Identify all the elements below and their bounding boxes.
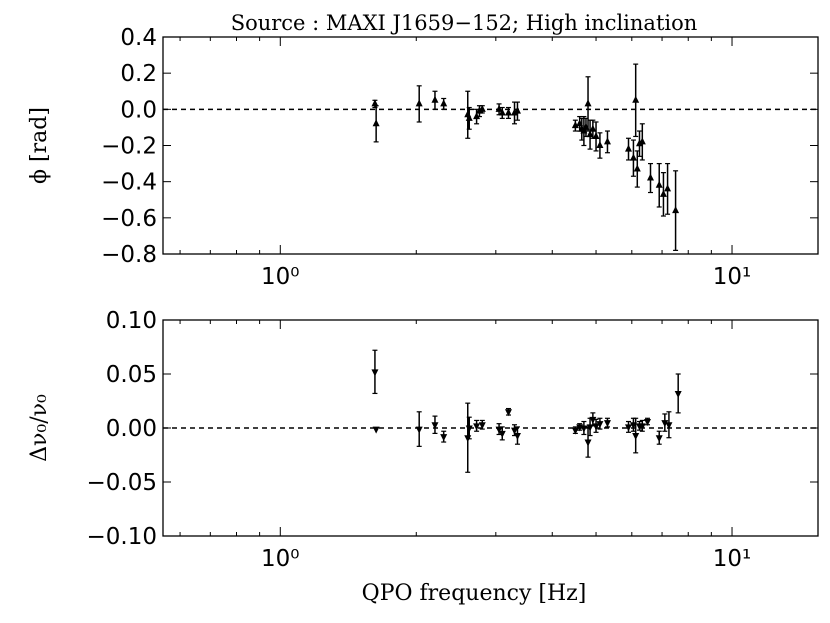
data-point (431, 422, 439, 430)
y-tick-label: −0.4 (101, 170, 157, 196)
data-point (511, 108, 519, 116)
data-point (596, 421, 604, 429)
x-axis-label: QPO frequency [Hz] (362, 581, 587, 606)
data-point (592, 131, 600, 139)
data-point (586, 130, 594, 138)
data-point (665, 422, 673, 430)
data-point (644, 419, 652, 427)
data-point (571, 427, 579, 435)
data-point (589, 124, 597, 132)
y-tick-label: −0.05 (87, 470, 157, 496)
data-point (629, 153, 637, 161)
data-point (513, 106, 521, 114)
data-point (465, 425, 473, 433)
data-point (664, 184, 672, 192)
y-tick-label: 0.4 (120, 25, 157, 51)
data-point (632, 95, 640, 103)
data-point (635, 139, 643, 147)
y-tick-label: −0.8 (101, 242, 157, 268)
y-tick-label: 0.2 (120, 61, 157, 87)
data-point (478, 104, 486, 112)
data-point (584, 439, 592, 447)
data-point (495, 104, 503, 112)
data-point (589, 416, 597, 424)
data-point (498, 430, 506, 438)
data-point (473, 112, 481, 120)
y-tick-label: −0.6 (101, 206, 157, 232)
data-point (596, 141, 604, 148)
data-point (603, 137, 611, 145)
data-point (371, 369, 379, 377)
y-tick-label: 0.05 (106, 362, 157, 388)
data-point (661, 420, 669, 428)
data-point (475, 106, 483, 114)
frequency-shift-panel: 0.10 0.05 0.00 −0.05 −0.10 10⁰ 10¹ Δν₀/ν₀ (27, 308, 819, 572)
data-point (504, 409, 512, 417)
data-point (592, 423, 600, 431)
data-point (371, 99, 379, 107)
data-point (465, 113, 473, 121)
data-point (513, 433, 521, 441)
y-tick-label: 0.0 (120, 97, 157, 123)
data-point (625, 144, 633, 152)
data-point (431, 95, 439, 103)
data-point (655, 180, 663, 188)
x-tick-label: 10⁰ (261, 546, 300, 572)
data-point (415, 426, 423, 434)
data-point (672, 206, 680, 214)
data-point (674, 390, 682, 398)
data-point (632, 433, 640, 441)
data-point (659, 189, 667, 197)
data-point (638, 137, 646, 145)
data-point (647, 173, 655, 181)
chart-title: Source : MAXI J1659−152; High inclinatio… (231, 11, 698, 35)
y-tick-label: 0.10 (106, 308, 157, 334)
data-point (638, 423, 646, 431)
x-tick-label: 10¹ (713, 264, 752, 290)
data-point (478, 422, 486, 430)
data-point (655, 435, 663, 443)
y-tick-label: −0.2 (101, 134, 157, 160)
y-axis-label: Δν₀/ν₀ (27, 394, 52, 462)
data-point (511, 427, 519, 435)
data-point (584, 99, 592, 107)
x-tick-label: 10⁰ (261, 264, 300, 290)
data-point (571, 121, 579, 129)
data-point (633, 164, 641, 172)
y-tick-label: −0.10 (87, 524, 157, 550)
data-point (625, 424, 633, 432)
x-tick-label: 10¹ (713, 546, 752, 572)
data-point (603, 420, 611, 428)
plot-frame (162, 36, 819, 255)
data-point (372, 119, 380, 127)
data-point (504, 108, 512, 116)
y-tick-label: 0.00 (106, 416, 157, 442)
data-point (372, 426, 380, 434)
data-point (495, 426, 503, 434)
phase-panel: 0.4 0.2 0.0 −0.2 −0.4 −0.6 −0.8 10⁰ 10¹ ϕ [rad] (27, 25, 819, 290)
data-point (415, 99, 423, 107)
y-axis-label: ϕ [rad] (27, 107, 52, 184)
data-point (440, 434, 448, 442)
data-point (440, 99, 448, 107)
data-point (498, 108, 506, 116)
data-point (473, 423, 481, 431)
